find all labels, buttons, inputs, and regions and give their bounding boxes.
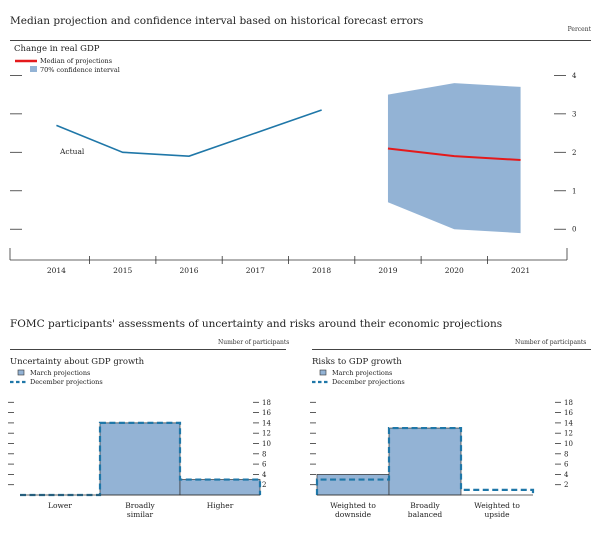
bottom-heading: FOMC participants' assessments of uncert… — [10, 318, 503, 330]
y-tick-label: 2 — [564, 481, 568, 489]
x-tick-label: 2015 — [113, 266, 132, 275]
y-tick-label: 10 — [564, 440, 573, 448]
x-tick-label: 2017 — [246, 266, 265, 275]
actual-annotation: Actual — [59, 147, 85, 156]
top-chart-heading: Median projection and confidence interva… — [10, 15, 424, 27]
x-tick-label: 2014 — [47, 266, 66, 275]
category-label: Weighted to — [474, 501, 520, 510]
x-tick-label: 2016 — [179, 266, 198, 275]
y-tick-label: 12 — [262, 430, 271, 438]
legend-march-label: March projections — [332, 369, 392, 377]
uncertainty-bar-chart: Uncertainty about GDP growth March projec… — [8, 357, 271, 519]
category-label: upside — [484, 510, 510, 519]
legend-december-label: December projections — [332, 378, 405, 386]
median-series-line — [387, 147, 521, 161]
y-tick-label: 4 — [572, 72, 577, 80]
y-tick-label: 1 — [572, 187, 576, 195]
y-tick-label: 3 — [572, 110, 576, 118]
risks-bar-chart: Risks to GDP growth March projectionsDece… — [310, 357, 573, 519]
y-tick-label: 14 — [262, 419, 271, 427]
y-tick-label: 14 — [564, 419, 573, 427]
legend-december-label: December projections — [30, 378, 103, 386]
legend-band-label: 70% confidence interval — [40, 66, 120, 74]
y-tick-label: 2 — [572, 149, 576, 157]
y-tick-label: 16 — [262, 409, 271, 417]
legend-march-label: March projections — [30, 369, 90, 377]
y-tick-label: 2 — [262, 481, 266, 489]
top-divider — [10, 40, 591, 41]
y-tick-label: 18 — [262, 399, 271, 407]
y-tick-label: 0 — [572, 226, 576, 234]
x-tick-label: 2020 — [445, 266, 464, 275]
right-divider — [312, 349, 591, 350]
y-tick-label: 10 — [262, 440, 271, 448]
gdp-chart-title: Change in real GDP — [14, 44, 100, 54]
gdp-projection-chart: Change in real GDP Median of projections7… — [9, 44, 577, 275]
y-tick-label: 8 — [262, 450, 266, 458]
y-tick-label: 8 — [564, 450, 568, 458]
legend-band-swatch — [30, 66, 37, 72]
category-label: balanced — [408, 510, 443, 519]
actual-series-line — [56, 109, 322, 157]
x-tick-label: 2019 — [378, 266, 397, 275]
left-unit-label: Number of participants — [218, 339, 290, 346]
y-tick-label: 6 — [564, 461, 569, 469]
category-label: similar — [127, 510, 154, 519]
left-divider — [10, 349, 286, 350]
category-label: downside — [335, 510, 372, 519]
march-bar — [179, 479, 261, 496]
x-tick-label: 2021 — [511, 266, 530, 275]
march-bar — [388, 427, 462, 496]
confidence-band — [387, 83, 521, 234]
legend-march-swatch — [17, 369, 25, 376]
category-label: Higher — [207, 501, 234, 510]
march-bar — [99, 422, 181, 496]
march-bar — [316, 474, 390, 496]
top-unit-label: Percent — [567, 26, 591, 33]
y-tick-label: 4 — [564, 471, 569, 479]
category-label: Broadly — [125, 501, 155, 510]
category-label: Lower — [48, 501, 72, 510]
bar-chart-title: Risks to GDP growth — [312, 357, 402, 367]
bar-chart-title: Uncertainty about GDP growth — [10, 357, 145, 367]
december-outline — [315, 426, 535, 495]
y-tick-label: 4 — [262, 471, 267, 479]
y-tick-label: 6 — [262, 461, 267, 469]
y-tick-label: 12 — [564, 430, 573, 438]
y-tick-label: 18 — [564, 399, 573, 407]
x-tick-label: 2018 — [312, 266, 331, 275]
right-unit-label: Number of participants — [515, 339, 587, 346]
y-tick-label: 16 — [564, 409, 573, 417]
category-label: Broadly — [410, 501, 440, 510]
category-label: Weighted to — [330, 501, 376, 510]
legend-median-label: Median of projections — [40, 57, 112, 65]
legend-march-swatch — [319, 369, 327, 376]
